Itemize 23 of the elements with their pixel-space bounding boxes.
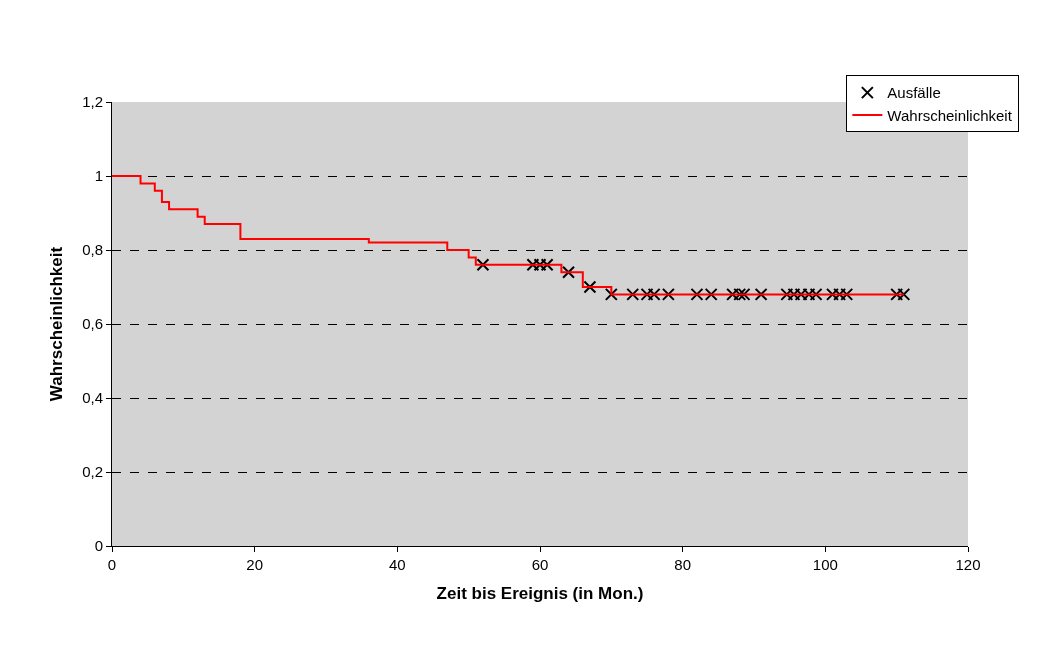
y-tick-label: 0,6 (82, 315, 103, 333)
point (754, 287, 768, 301)
x-tick-label: 60 (531, 556, 549, 573)
x-tick-label: 80 (674, 556, 692, 573)
legend-label: Ausfälle (887, 84, 941, 102)
y-tick-label: 0 (94, 537, 103, 555)
y-tick-label: 1 (94, 167, 103, 185)
y-axis-title: Wahrscheinlichkeit (46, 246, 66, 402)
y-tick-label: 0,8 (82, 241, 103, 259)
y-tick-label: 0,2 (82, 463, 103, 481)
legend-label: Wahrscheinlichkeit (887, 106, 1013, 124)
point (583, 280, 597, 294)
x-tick-label: 0 (107, 556, 117, 573)
point (604, 287, 618, 301)
point (562, 265, 576, 279)
x-tick-label: 40 (388, 556, 406, 573)
x-tick-label: 100 (812, 556, 838, 573)
y-tick-label: 0,4 (82, 389, 103, 407)
x-axis-title: Zeit bis Ereignis (in Mon.) (436, 584, 644, 604)
point (476, 258, 490, 272)
x-tick-label: 120 (955, 556, 981, 573)
x-tick-label: 20 (246, 556, 264, 573)
y-tick-label: 1,2 (82, 93, 103, 111)
